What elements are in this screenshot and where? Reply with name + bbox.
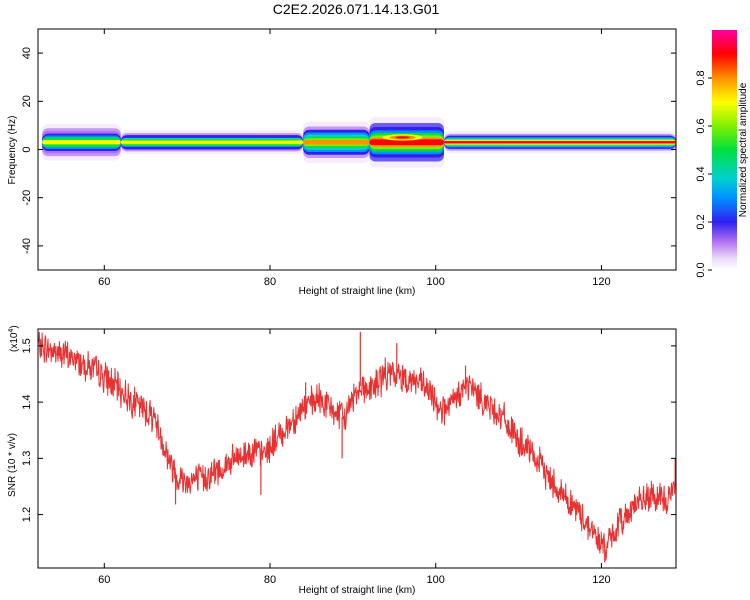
colorbar-tick-label: 0.0 (695, 262, 707, 277)
colorbar-tick-label: 0.4 (695, 166, 707, 181)
spectrogram-band (120, 140, 304, 144)
y-tick-label: -20 (21, 190, 33, 206)
colorbar-tick-label: 0.8 (695, 70, 707, 85)
spectrogram-panel: 40 20 0 -20 -40 60 80 100 120 Height of straigh… (7, 28, 677, 297)
colorbar: 0.0 0.2 0.4 0.6 0.8 Normalized spectral ampl… (695, 30, 749, 278)
y-tick-label: 1.2 (21, 507, 33, 522)
spectrogram-band (42, 140, 121, 145)
chart-title: C2E2.2026.071.14.13.G01 (273, 1, 440, 17)
spectrogram-band (303, 139, 370, 145)
snr-y-scale-close: ) (9, 325, 20, 328)
spectrogram-y-label: Frequency (Hz) (7, 116, 18, 185)
colorbar-ticks: 0.0 0.2 0.4 0.6 0.8 (695, 70, 712, 278)
spectrogram-frame (37, 28, 677, 271)
y-tick-label: 40 (21, 47, 33, 59)
x-tick-label: 100 (427, 574, 445, 586)
y-tick-label: 0 (21, 146, 33, 152)
snr-x-ticks: 60 80 100 120 (98, 329, 611, 586)
x-tick-label: 100 (427, 276, 445, 288)
x-tick-label: 60 (98, 276, 110, 288)
y-tick-label: 1.5 (21, 338, 33, 353)
spectrogram-x-ticks: 60 80 100 120 (98, 29, 611, 288)
spectrogram-x-label: Height of straight line (km) (299, 286, 416, 297)
x-tick-label: 120 (592, 574, 610, 586)
colorbar-tick-label: 0.2 (695, 214, 707, 229)
spectrogram-band (369, 139, 444, 146)
snr-y-scale: (x104) (8, 325, 20, 352)
spectrogram-peak-core (395, 136, 410, 139)
y-tick-label: 20 (21, 95, 33, 107)
colorbar-gradient (712, 30, 737, 270)
y-tick-label: -40 (21, 238, 33, 254)
snr-frame (37, 328, 677, 569)
y-tick-label: 1.4 (21, 394, 33, 409)
snr-panel: 1.2 1.3 1.4 1.5 60 80 100 120 Height of straig… (7, 325, 677, 596)
x-tick-label: 120 (592, 276, 610, 288)
snr-y-scale-base: (x10 (9, 332, 20, 352)
snr-y-scale-exp: 4 (8, 329, 15, 333)
x-tick-label: 80 (264, 574, 276, 586)
x-tick-label: 80 (264, 276, 276, 288)
y-tick-label: 1.3 (21, 451, 33, 466)
spectrogram-y-ticks: 40 20 0 -20 -40 (21, 47, 676, 254)
spectrogram-band (444, 140, 676, 144)
spectrogram-heatmap (42, 117, 676, 168)
snr-x-label: Height of straight line (km) (299, 585, 416, 596)
snr-y-ticks: 1.2 1.3 1.4 1.5 (21, 338, 676, 522)
snr-spikes (174, 331, 676, 563)
colorbar-label: Normalized spectral amplitude (738, 82, 749, 217)
snr-y-label: SNR (10 * v/v) (7, 433, 18, 497)
x-tick-label: 60 (98, 574, 110, 586)
snr-plot-area (38, 331, 676, 563)
snr-series-line (38, 331, 676, 561)
colorbar-tick-label: 0.6 (695, 118, 707, 133)
